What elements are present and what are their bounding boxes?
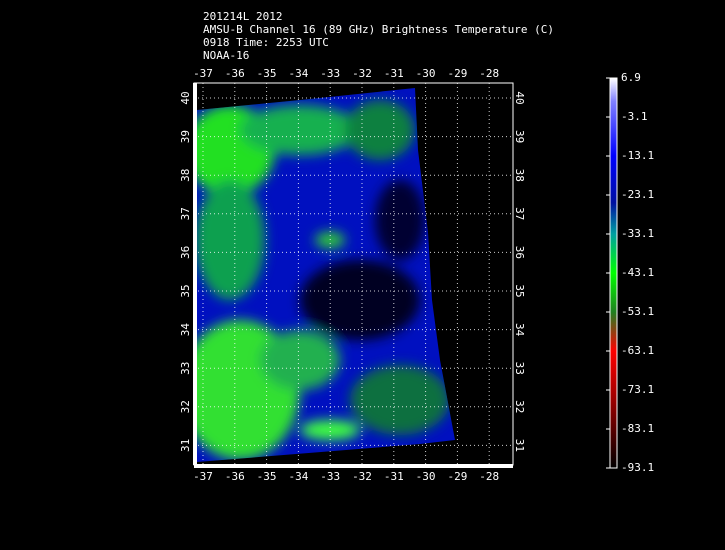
- lon-label: -33: [320, 67, 340, 80]
- lat-label: 37: [513, 207, 526, 220]
- lat-label: 40: [513, 91, 526, 104]
- lat-label: 33: [179, 362, 192, 375]
- lat-label: 31: [179, 439, 192, 452]
- header-line: AMSU-B Channel 16 (89 GHz) Brightness Te…: [203, 23, 554, 36]
- lon-label: -28: [479, 67, 499, 80]
- lat-label: 40: [179, 91, 192, 104]
- lat-label: 35: [513, 284, 526, 297]
- lon-label: -32: [352, 67, 372, 80]
- colorbar-label: -13.1: [621, 149, 654, 162]
- colorbar-labels: 6.9 -3.1 -13.1 -23.1 -33.1 -43.1 -53.1 -63.1 -73…: [606, 71, 654, 474]
- colorbar-label: -53.1: [621, 305, 654, 318]
- lon-label: -29: [447, 67, 467, 80]
- lon-label: -34: [288, 67, 308, 80]
- lon-label: -37: [193, 470, 213, 483]
- lat-label: 33: [513, 362, 526, 375]
- header-line: NOAA-16: [203, 49, 249, 62]
- lat-label: 39: [513, 130, 526, 143]
- colorbar-label: -23.1: [621, 188, 654, 201]
- lon-label: -32: [352, 470, 372, 483]
- lat-label: 32: [513, 400, 526, 413]
- colorbar-label: -43.1: [621, 266, 654, 279]
- lon-label: -31: [384, 470, 404, 483]
- lat-label: 36: [513, 246, 526, 259]
- lon-label: -28: [479, 470, 499, 483]
- colorbar-label: -3.1: [621, 110, 648, 123]
- lat-label: 37: [179, 207, 192, 220]
- lat-label: 32: [179, 400, 192, 413]
- lat-label: 34: [179, 323, 192, 337]
- lon-label: -37: [193, 67, 213, 80]
- colorbar-label: 6.9: [621, 71, 641, 84]
- header-line: 201214L 2012: [203, 10, 282, 23]
- lon-label: -33: [320, 470, 340, 483]
- map-axes: -37-37-36-36-35-35-34-34-33-33-32-32-31-…: [179, 67, 526, 483]
- lat-label: 39: [179, 130, 192, 143]
- lat-label: 38: [513, 169, 526, 182]
- lon-label: -29: [447, 470, 467, 483]
- lat-label: 34: [513, 323, 526, 337]
- lon-label: -36: [225, 470, 245, 483]
- colorbar-label: -83.1: [621, 422, 654, 435]
- colorbar: [609, 77, 618, 469]
- colorbar-label: -63.1: [621, 344, 654, 357]
- colorbar-label: -73.1: [621, 383, 654, 396]
- lon-label: -34: [288, 470, 308, 483]
- lat-label: 36: [179, 246, 192, 259]
- header-line: 0918 Time: 2253 UTC: [203, 36, 329, 49]
- lon-label: -31: [384, 67, 404, 80]
- lat-label: 31: [513, 439, 526, 452]
- lat-label: 38: [179, 169, 192, 182]
- colorbar-label: -93.1: [621, 461, 654, 474]
- colorbar-label: -33.1: [621, 227, 654, 240]
- lon-label: -30: [416, 470, 436, 483]
- swath-image: [197, 88, 455, 462]
- lon-label: -36: [225, 67, 245, 80]
- lon-label: -30: [416, 67, 436, 80]
- lon-label: -35: [257, 470, 277, 483]
- lat-label: 35: [179, 284, 192, 297]
- lon-label: -35: [257, 67, 277, 80]
